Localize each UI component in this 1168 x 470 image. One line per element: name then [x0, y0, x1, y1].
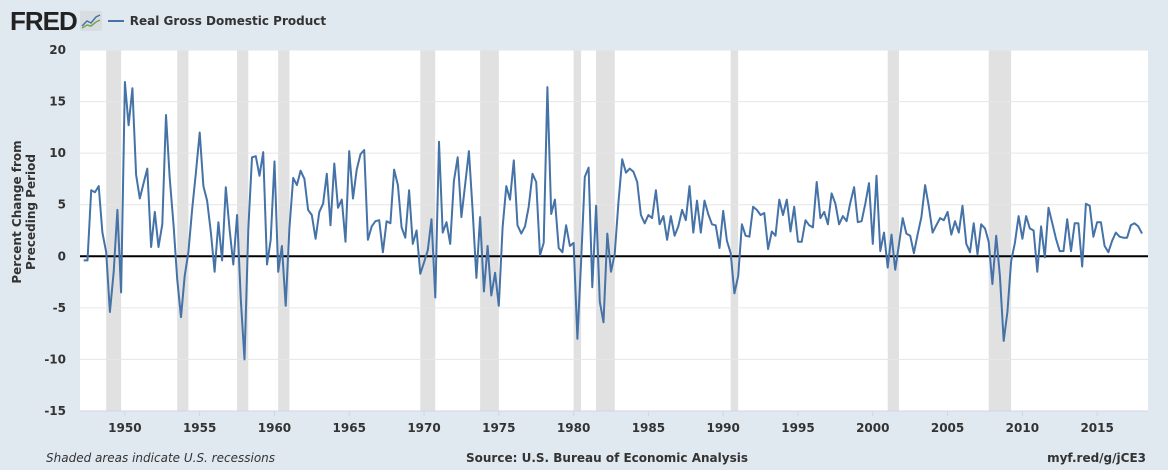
- x-tick-label: 1955: [183, 421, 216, 435]
- y-tick-label: 20: [49, 43, 66, 57]
- recession-band: [480, 50, 499, 411]
- recession-band: [887, 50, 899, 411]
- x-tick-label: 2015: [1080, 421, 1113, 435]
- x-tick-label: 1990: [706, 421, 739, 435]
- recession-band: [177, 50, 189, 411]
- recession-band: [596, 50, 615, 411]
- recession-band: [278, 50, 290, 411]
- recession-band: [106, 50, 122, 411]
- recession-band: [988, 50, 1012, 411]
- recession-note: Shaded areas indicate U.S. recessions: [46, 451, 276, 465]
- x-tick-label: 2000: [856, 421, 889, 435]
- fred-graph-icon: [79, 11, 102, 31]
- x-tick-label: 1985: [632, 421, 665, 435]
- legend-swatch: [107, 20, 124, 22]
- legend: Real Gross Domestic Product: [107, 14, 327, 28]
- x-tick-label: 1970: [407, 421, 440, 435]
- x-tick-label: 1950: [108, 421, 141, 435]
- y-tick-label: 15: [49, 95, 66, 109]
- y-tick-label: -15: [44, 404, 66, 418]
- y-tick-label: -10: [44, 352, 66, 366]
- legend-label: Real Gross Domestic Product: [129, 14, 327, 28]
- x-tick-label: 2010: [1006, 421, 1039, 435]
- short-link[interactable]: myf.red/g/jCE3: [1047, 451, 1146, 465]
- x-tick-label: 2005: [931, 421, 964, 435]
- x-tick-label: 1975: [482, 421, 515, 435]
- y-tick-label: -5: [53, 301, 66, 315]
- y-tick-label: 10: [49, 146, 66, 160]
- x-tick-label: 1995: [781, 421, 814, 435]
- x-tick-label: 1980: [557, 421, 590, 435]
- x-tick-label: 1960: [258, 421, 291, 435]
- y-tick-label: 5: [58, 198, 66, 212]
- recession-band: [420, 50, 436, 411]
- recession-band: [730, 50, 739, 411]
- x-tick-label: 1965: [333, 421, 366, 435]
- recession-band: [237, 50, 249, 411]
- fred-logo[interactable]: FRED: [10, 5, 78, 36]
- recession-band: [573, 50, 582, 411]
- chart-header: FRED Real Gross Domestic Product: [10, 5, 327, 36]
- y-tick-label: 0: [58, 249, 66, 263]
- series-line-gdp: [83, 81, 1143, 361]
- source-text: Source: U.S. Bureau of Economic Analysis: [466, 451, 748, 465]
